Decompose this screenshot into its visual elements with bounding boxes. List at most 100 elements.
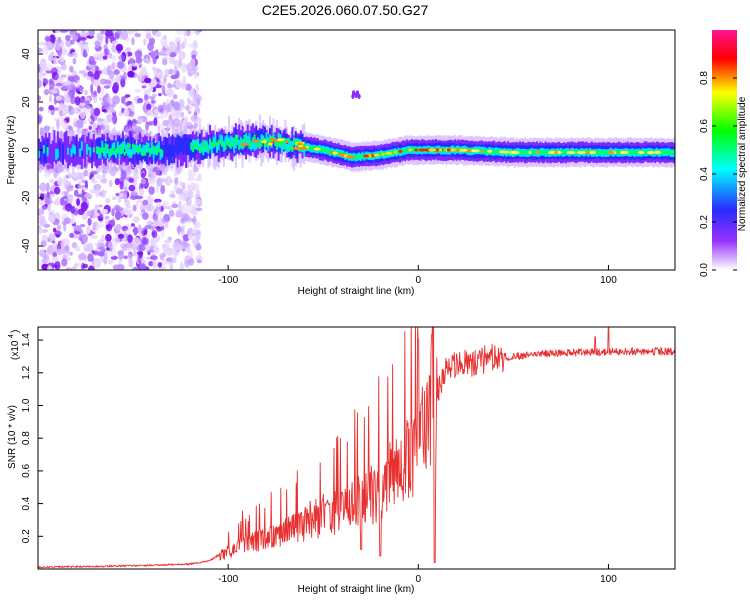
- snr-x-tick-label: -100: [218, 574, 238, 585]
- ridge-band: [121, 144, 124, 149]
- noise-blob: [44, 40, 53, 47]
- ridge-hotspot: [568, 150, 576, 154]
- noise-blob: [188, 100, 195, 105]
- snr-x-label: Height of straight line (km): [298, 584, 415, 595]
- ridge-band: [147, 148, 150, 153]
- ridge-band: [157, 147, 160, 153]
- noise-blob: [184, 121, 193, 127]
- ridge-band: [152, 145, 155, 150]
- ridge-band: [123, 141, 126, 150]
- noise-blob: [179, 51, 187, 59]
- ridge-band: [618, 150, 621, 155]
- noise-blob: [196, 30, 203, 33]
- ridge-hotspot: [586, 150, 591, 154]
- ridge-band: [263, 127, 266, 149]
- noise-blob: [196, 117, 202, 124]
- ridge-band: [135, 146, 138, 161]
- noise-blob: [81, 233, 88, 244]
- ridge-hotspot: [467, 149, 472, 153]
- ridge-hotspot: [313, 147, 321, 151]
- noise-blob: [171, 203, 179, 209]
- noise-blob: [46, 62, 53, 73]
- noise-blob: [133, 216, 140, 223]
- noise-blob: [115, 207, 124, 212]
- ridge-band: [308, 146, 311, 151]
- noise-blob: [97, 85, 101, 94]
- noise-blob: [93, 79, 101, 88]
- ridge-hotspot: [547, 150, 555, 154]
- noise-blob: [45, 37, 50, 42]
- noise-blob: [38, 47, 43, 53]
- ridge-band: [75, 137, 78, 156]
- noise-blob: [127, 119, 133, 130]
- noise-blob: [105, 197, 111, 204]
- noise-blob: [163, 110, 169, 118]
- ridge-band: [645, 150, 648, 154]
- noise-blob: [138, 188, 145, 196]
- ridge-hotspot: [650, 150, 654, 154]
- ridge-band: [248, 143, 251, 149]
- noise-blob: [160, 49, 166, 55]
- spectrogram-x-tick-label: 0: [416, 275, 422, 286]
- ridge-band: [56, 149, 59, 159]
- noise-blob: [62, 183, 66, 190]
- snr-scale-close: ): [10, 330, 21, 333]
- ridge-band: [221, 142, 224, 147]
- noise-blob: [41, 258, 48, 264]
- noise-blob: [41, 263, 49, 270]
- ridge-band: [212, 136, 215, 147]
- ridge-band: [120, 148, 123, 155]
- snr-y-tick-label: 1.0: [21, 398, 32, 412]
- noise-blob: [150, 100, 157, 104]
- ridge-band: [149, 148, 152, 154]
- ridge-band: [46, 147, 49, 153]
- noise-blob: [84, 256, 88, 263]
- ridge-band: [38, 149, 40, 158]
- ridge-band: [601, 150, 603, 154]
- ridge-band: [291, 145, 294, 151]
- noise-blob: [48, 94, 52, 103]
- noise-blob: [94, 40, 101, 49]
- ridge-hotspot: [363, 154, 370, 158]
- noise-blob: [39, 182, 47, 192]
- noise-blob: [63, 217, 72, 224]
- ridge-band: [246, 135, 249, 144]
- ridge-band: [84, 142, 87, 167]
- noise-blob: [72, 58, 77, 65]
- ridge-band: [233, 138, 236, 144]
- noise-blob: [145, 233, 151, 239]
- ridge-band: [99, 149, 102, 159]
- ridge-hotspot: [408, 148, 413, 152]
- ridge-band: [130, 137, 133, 157]
- noise-blob: [70, 205, 76, 214]
- ridge-band: [496, 149, 499, 154]
- ridge-band: [323, 148, 326, 153]
- ridge-band: [222, 142, 225, 152]
- ridge-band: [130, 151, 133, 156]
- snr-y-tick-label: 0.8: [21, 431, 32, 445]
- ridge-band: [239, 140, 242, 145]
- ridge-band: [671, 150, 674, 155]
- noise-blob: [82, 52, 88, 58]
- noise-blob: [39, 218, 47, 227]
- noise-blob: [49, 178, 54, 184]
- noise-blob: [154, 246, 160, 255]
- ridge-band: [234, 140, 237, 149]
- noise-blob: [63, 222, 67, 232]
- ridge-band: [253, 134, 256, 139]
- ridge-hotspot: [607, 150, 615, 154]
- ridge-band: [217, 140, 220, 146]
- noise-blob: [38, 63, 41, 74]
- spectrogram-x-label: Height of straight line (km): [298, 286, 415, 297]
- noise-blob: [133, 226, 138, 236]
- noise-blob: [157, 104, 164, 113]
- noise-blob: [153, 217, 159, 226]
- ridge-band: [628, 150, 631, 154]
- ridge-band: [97, 137, 100, 156]
- noise-blob: [98, 97, 104, 102]
- noise-blob: [138, 263, 146, 270]
- noise-blob: [168, 68, 174, 75]
- ridge-hotspot: [487, 149, 492, 153]
- ridge-band: [108, 149, 111, 160]
- noise-blob: [74, 246, 81, 252]
